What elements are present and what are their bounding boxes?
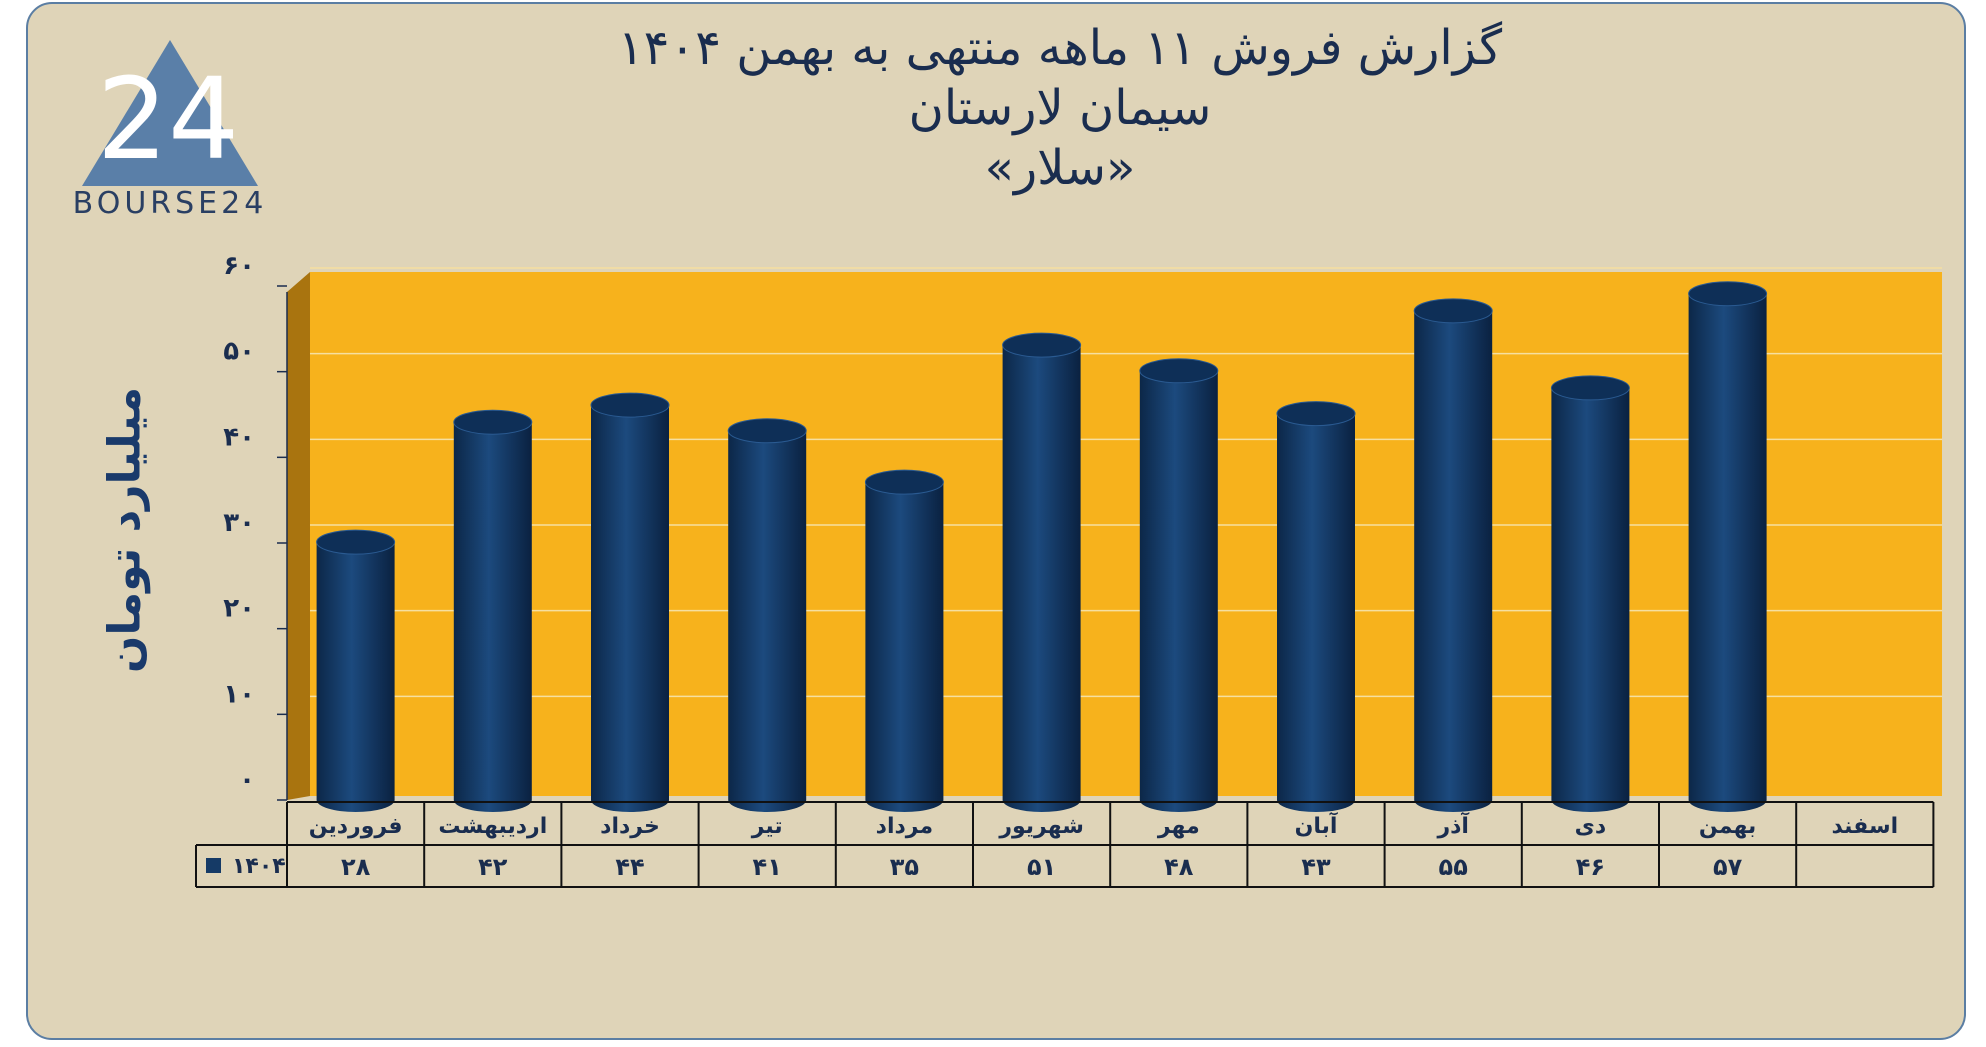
data-label: ۴۲	[478, 853, 508, 881]
y-tick-label: ۱۰	[223, 679, 255, 709]
title-line-3: «سلار»	[984, 140, 1136, 196]
data-label: ۴۱	[753, 853, 782, 881]
bar-top	[316, 529, 396, 555]
data-label: ۴۴	[615, 853, 644, 881]
logo-text: BOURSE24	[72, 186, 268, 221]
title-line-2: سیمان لارستان	[908, 80, 1212, 136]
bar	[1551, 387, 1630, 813]
bar	[1414, 310, 1493, 813]
category-label: بهمن	[1699, 814, 1756, 839]
bar-top	[1688, 281, 1768, 307]
title-line-1: گزارش فروش ۱۱ ماهه منتهی به بهمن ۱۴۰۴	[617, 20, 1503, 76]
y-tick-label: ۶۰	[223, 251, 255, 281]
plot-side-wall	[287, 272, 310, 800]
bar-top	[590, 392, 670, 418]
category-label: دی	[1575, 814, 1606, 839]
category-label: اردیبهشت	[438, 814, 547, 839]
bar-top	[1139, 358, 1219, 384]
category-label: شهریور	[998, 814, 1084, 839]
y-tick-label: ۴۰	[223, 422, 255, 452]
data-label: ۵۱	[1027, 853, 1056, 881]
bar	[591, 405, 669, 812]
y-tick-label: ۳۰	[223, 508, 255, 538]
bar	[1139, 370, 1218, 813]
bar	[728, 430, 807, 813]
bar-top	[864, 469, 944, 495]
bar	[1688, 293, 1767, 813]
bar-top	[1413, 298, 1493, 324]
data-label: ۲۸	[341, 853, 371, 881]
bar-top	[453, 409, 533, 435]
legend-series-label: ۱۴۰۴	[232, 854, 286, 879]
y-tick-label: ۲۰	[223, 594, 255, 624]
plot-background	[310, 272, 1942, 796]
data-label: ۴۸	[1164, 853, 1194, 881]
bar-top	[1550, 375, 1630, 401]
bar	[1277, 413, 1355, 812]
data-label: ۴۶	[1576, 853, 1605, 881]
bar	[1002, 345, 1081, 813]
data-label: ۵۷	[1713, 853, 1743, 881]
bar-top	[1276, 401, 1356, 427]
category-label: تیر	[751, 814, 783, 839]
data-label: ۳۵	[890, 853, 919, 881]
data-label: ۴۳	[1301, 853, 1331, 881]
bourse24-logo: 24 BOURSE24	[70, 38, 270, 228]
category-label: اسفند	[1831, 814, 1898, 839]
data-label: ۵۵	[1439, 853, 1468, 881]
svg-text:24: 24	[97, 55, 240, 185]
bar	[865, 482, 944, 813]
bar-top	[1002, 332, 1082, 358]
bar	[453, 422, 532, 813]
category-label: خرداد	[600, 814, 660, 839]
category-label: آذر	[1436, 811, 1469, 839]
logo-triangle-icon: 24	[82, 40, 258, 186]
bar	[316, 542, 395, 813]
y-tick-label: ۵۰	[223, 337, 255, 367]
category-label: مهر	[1157, 814, 1200, 839]
y-tick-label: ۰	[239, 765, 255, 795]
bar-top	[727, 418, 807, 444]
category-label: فروردین	[309, 814, 403, 839]
legend-swatch	[206, 858, 221, 873]
chart-title: گزارش فروش ۱۱ ماهه منتهی به بهمن ۱۴۰۴ سی…	[560, 18, 1560, 198]
category-label: آبان	[1295, 811, 1338, 839]
category-label: مرداد	[876, 814, 933, 839]
